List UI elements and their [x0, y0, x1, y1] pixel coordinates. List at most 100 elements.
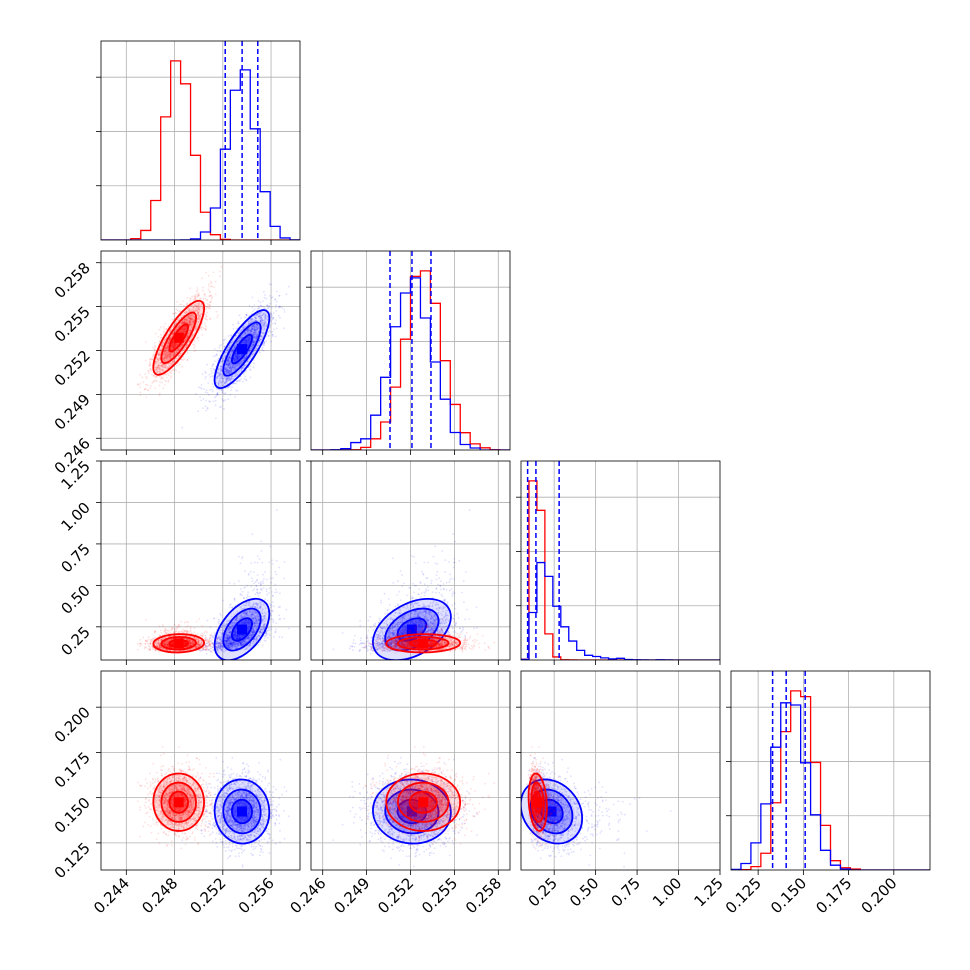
- scatter-point: [205, 315, 208, 317]
- scatter-point: [220, 368, 223, 371]
- scatter-point: [216, 361, 219, 363]
- scatter-point: [172, 312, 175, 315]
- scatter-point: [275, 300, 278, 303]
- scatter-point: [229, 377, 232, 380]
- scatter-point: [162, 387, 165, 389]
- scatter-point: [259, 304, 262, 307]
- scatter-point: [171, 318, 174, 321]
- scatter-point: [145, 383, 148, 386]
- scatter-point: [246, 329, 248, 331]
- scatter-point: [278, 295, 281, 297]
- scatter-point: [251, 344, 254, 347]
- scatter-point: [211, 383, 214, 385]
- scatter-point: [214, 360, 216, 363]
- scatter-point: [247, 328, 249, 331]
- scatter-point: [245, 337, 248, 340]
- scatter-point: [261, 319, 263, 322]
- scatter-point: [229, 342, 232, 345]
- scatter-point: [219, 385, 222, 387]
- scatter-point: [245, 313, 248, 316]
- scatter-point: [221, 374, 223, 376]
- scatter-point: [228, 357, 231, 359]
- scatter-point: [224, 381, 227, 384]
- scatter-point: [224, 368, 227, 371]
- scatter-point: [211, 388, 214, 391]
- scatter-point: [251, 328, 253, 331]
- scatter-point: [249, 329, 251, 332]
- scatter-point: [255, 326, 258, 329]
- scatter-point: [216, 359, 219, 361]
- scatter-point: [212, 371, 214, 374]
- scatter-point: [266, 318, 268, 321]
- scatter-point: [217, 381, 220, 383]
- scatter-point: [175, 308, 178, 311]
- scatter-point: [251, 318, 254, 320]
- scatter-point: [234, 358, 237, 361]
- scatter-point: [225, 369, 228, 372]
- scatter-point: [252, 324, 255, 327]
- scatter-point: [275, 573, 278, 576]
- scatter-point: [237, 356, 239, 359]
- scatter-point: [264, 322, 266, 324]
- scatter-point: [225, 351, 228, 353]
- scatter-point: [227, 359, 230, 362]
- scatter-point: [271, 333, 274, 336]
- scatter-point: [229, 365, 232, 368]
- scatter-point: [227, 360, 230, 363]
- scatter-point: [245, 329, 248, 332]
- scatter-point: [223, 355, 226, 357]
- scatter-point: [245, 356, 248, 358]
- scatter-point: [276, 327, 278, 330]
- scatter-point: [242, 380, 244, 383]
- scatter-point: [264, 637, 266, 639]
- scatter-point: [172, 368, 175, 371]
- scatter-point: [261, 322, 264, 325]
- scatter-point: [237, 363, 240, 366]
- scatter-point: [251, 332, 253, 335]
- scatter-point: [220, 360, 223, 363]
- scatter-point: [246, 329, 249, 332]
- scatter-point: [259, 319, 262, 322]
- scatter-point: [226, 349, 229, 352]
- scatter-point: [274, 322, 277, 325]
- scatter-point: [236, 357, 239, 359]
- scatter-point: [167, 379, 170, 382]
- scatter-point: [268, 283, 271, 285]
- scatter-point: [211, 365, 214, 368]
- scatter-point: [259, 320, 262, 323]
- scatter-point: [253, 340, 256, 343]
- scatter-point: [217, 314, 220, 317]
- scatter-point: [235, 372, 238, 374]
- scatter-point: [241, 366, 244, 369]
- scatter-point: [244, 339, 246, 342]
- scatter-point: [283, 327, 285, 330]
- scatter-point: [206, 305, 209, 308]
- scatter-point: [178, 363, 181, 366]
- scatter-point: [248, 329, 251, 332]
- scatter-point: [227, 379, 229, 382]
- scatter-point: [235, 357, 238, 360]
- scatter-point: [213, 368, 216, 371]
- scatter-point: [239, 378, 242, 381]
- scatter-point: [215, 417, 217, 420]
- scatter-point: [186, 358, 189, 361]
- scatter-point: [241, 367, 243, 369]
- scatter-point: [275, 335, 277, 338]
- scatter-point: [230, 363, 232, 366]
- scatter-point: [202, 289, 204, 292]
- scatter-point: [264, 314, 266, 317]
- scatter-point: [283, 561, 286, 563]
- scatter-point: [153, 342, 156, 344]
- scatter-point: [207, 285, 210, 287]
- scatter-point: [260, 321, 263, 324]
- scatter-point: [200, 387, 203, 390]
- scatter-point: [246, 331, 249, 334]
- scatter-point: [259, 319, 261, 322]
- scatter-point: [202, 297, 205, 300]
- scatter-point: [278, 305, 281, 308]
- scatter-point: [256, 335, 258, 338]
- scatter-point: [228, 377, 231, 380]
- scatter-point: [261, 321, 264, 324]
- scatter-point: [240, 317, 243, 320]
- scatter-point: [208, 283, 211, 285]
